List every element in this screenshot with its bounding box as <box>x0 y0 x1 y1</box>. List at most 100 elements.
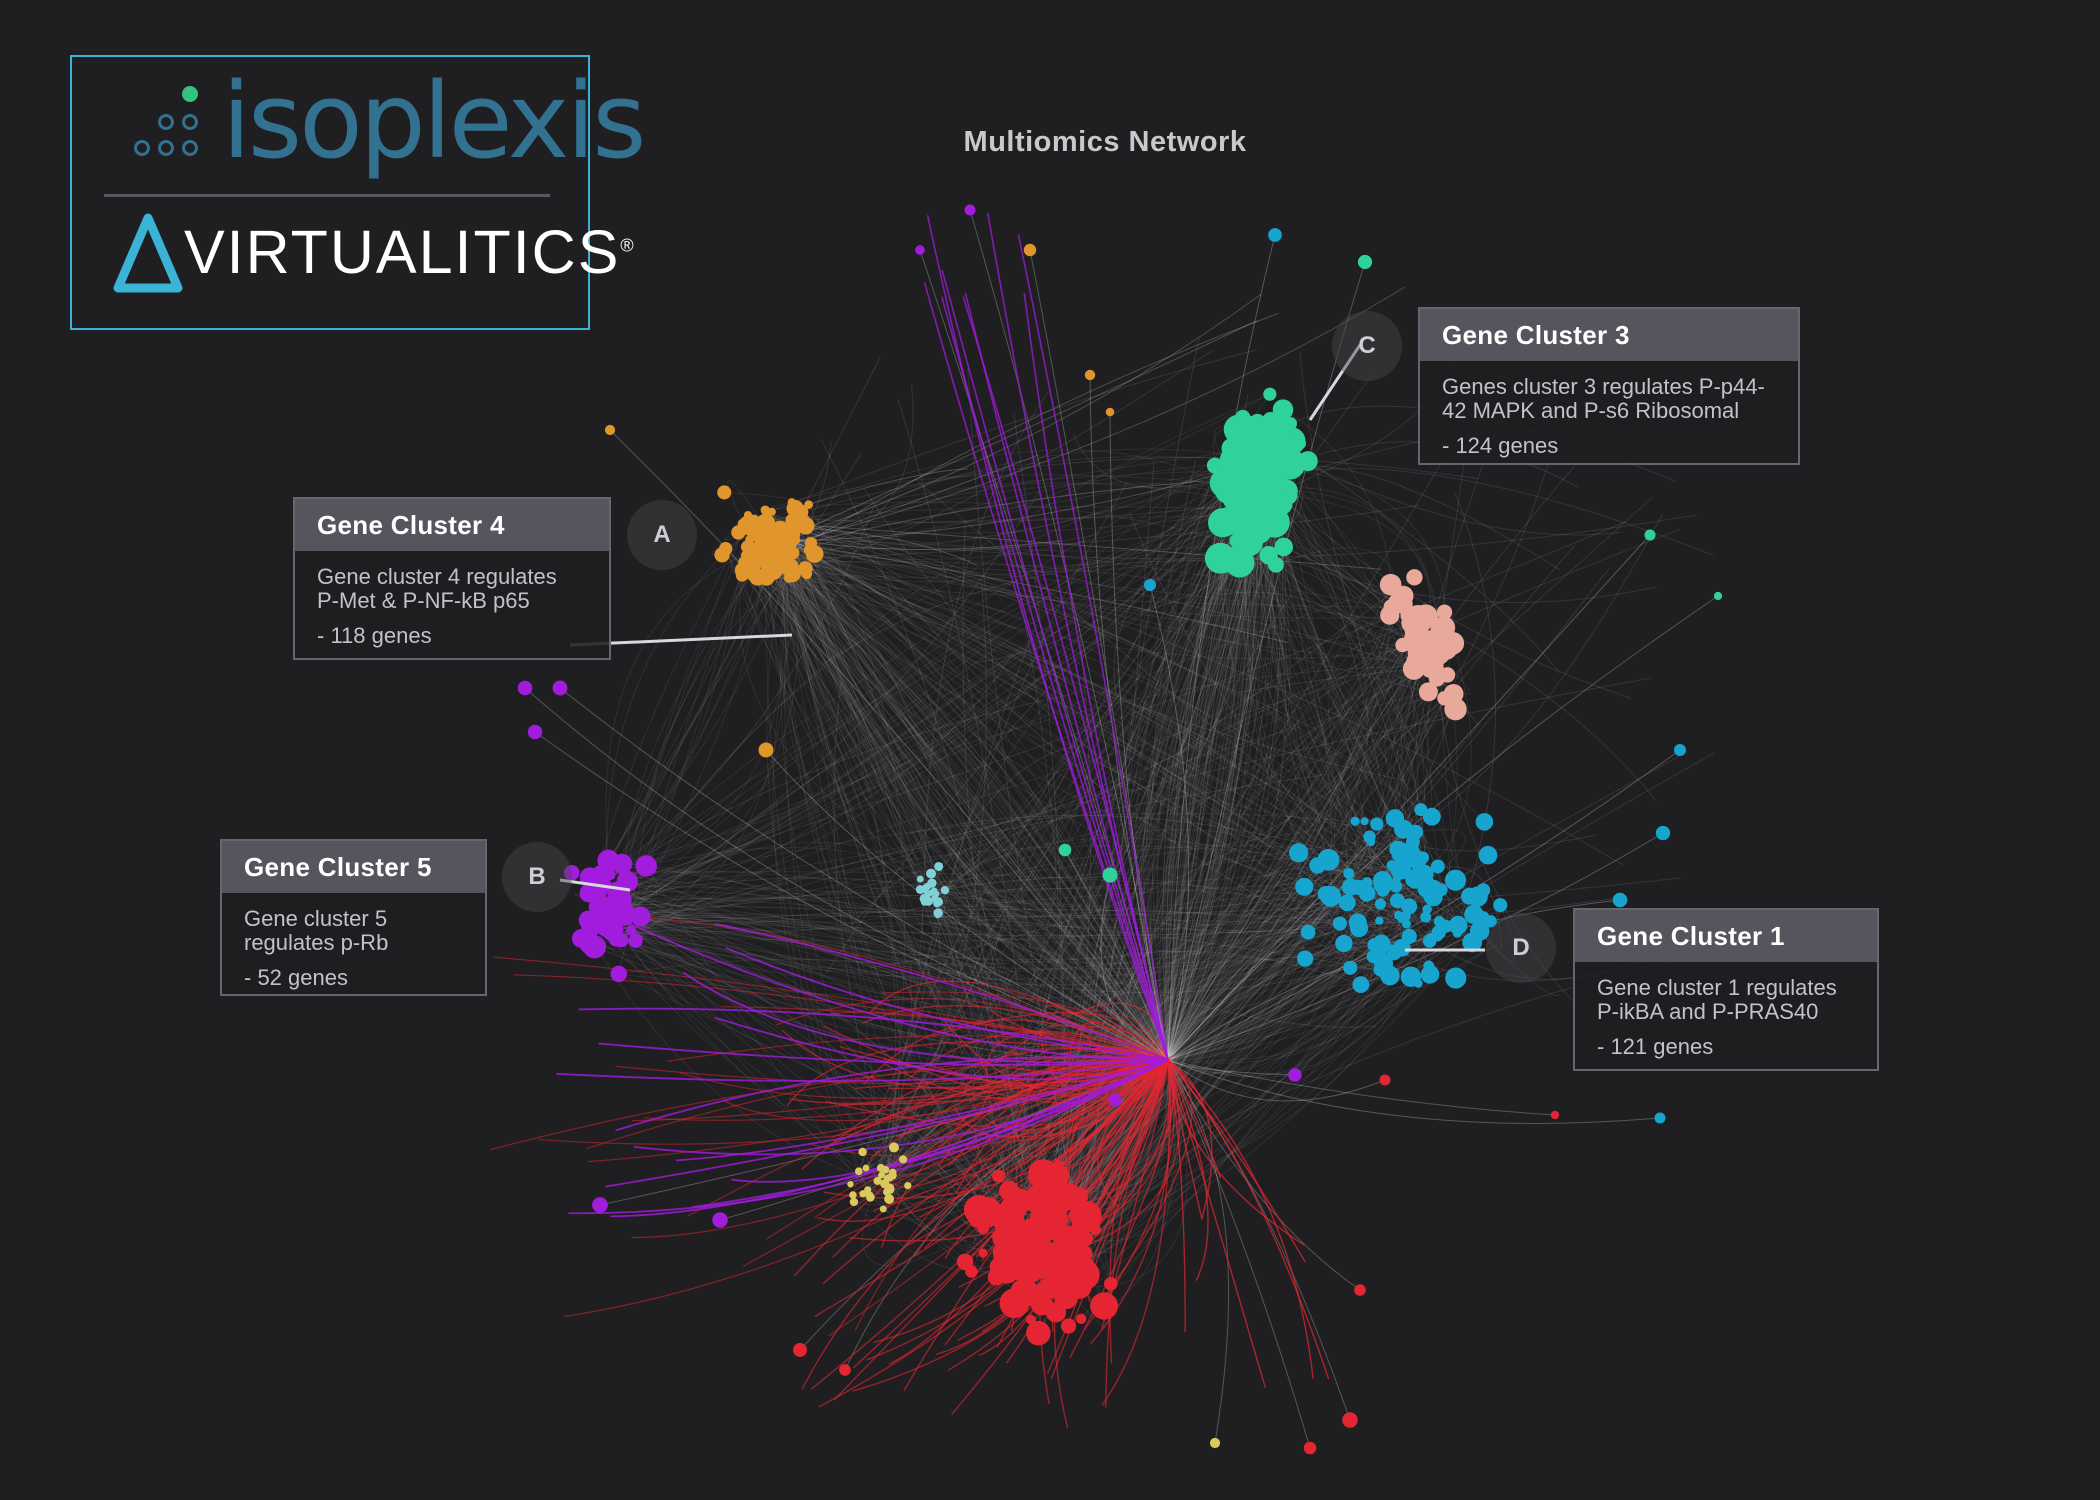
gene-node[interactable] <box>1034 1209 1064 1239</box>
gene-node[interactable] <box>885 1173 894 1182</box>
gene-node[interactable] <box>1424 887 1443 907</box>
gene-node[interactable] <box>1421 965 1440 984</box>
gene-node[interactable] <box>1320 886 1342 907</box>
gene-node[interactable] <box>798 561 813 576</box>
gene-node[interactable] <box>1375 916 1384 925</box>
gene-node[interactable] <box>879 1205 887 1213</box>
gene-node[interactable] <box>859 1190 867 1198</box>
gene-node[interactable] <box>964 204 976 216</box>
gene-node[interactable] <box>898 1155 908 1164</box>
gene-node[interactable] <box>1069 1259 1100 1290</box>
gene-node[interactable] <box>878 1171 886 1179</box>
gene-node[interactable] <box>1108 1093 1122 1107</box>
gene-node[interactable] <box>805 545 824 563</box>
gene-node[interactable] <box>1349 919 1369 938</box>
gene-node[interactable] <box>786 499 804 518</box>
gene-node[interactable] <box>1379 1074 1391 1086</box>
gene-node[interactable] <box>1011 1229 1041 1259</box>
gene-node[interactable] <box>880 1179 890 1189</box>
gene-node[interactable] <box>764 562 783 580</box>
gene-node[interactable] <box>1102 867 1118 883</box>
gene-node[interactable] <box>1303 1441 1317 1455</box>
gene-node[interactable] <box>1422 904 1432 914</box>
gene-node[interactable] <box>582 935 607 959</box>
gene-node[interactable] <box>999 1288 1030 1319</box>
gene-node[interactable] <box>784 565 801 583</box>
gene-node[interactable] <box>1550 1110 1560 1120</box>
gene-node[interactable] <box>1493 898 1508 913</box>
gene-node[interactable] <box>1037 1248 1069 1280</box>
gene-node[interactable] <box>884 1193 895 1204</box>
gene-node[interactable] <box>1445 967 1467 989</box>
gene-node[interactable] <box>1360 817 1369 826</box>
gene-node[interactable] <box>1436 604 1453 620</box>
gene-node[interactable] <box>592 1197 608 1213</box>
gene-node[interactable] <box>1391 842 1413 864</box>
gene-node[interactable] <box>583 878 608 903</box>
gene-node[interactable] <box>1379 573 1402 596</box>
gene-node[interactable] <box>1414 604 1438 628</box>
gene-node[interactable] <box>1295 877 1314 896</box>
gene-node[interactable] <box>796 516 815 535</box>
gene-node[interactable] <box>1444 697 1467 721</box>
gene-node[interactable] <box>604 424 616 436</box>
gene-node[interactable] <box>1422 807 1441 826</box>
gene-node[interactable] <box>1484 915 1497 928</box>
gene-node[interactable] <box>1009 1252 1040 1282</box>
gene-node[interactable] <box>1350 816 1360 826</box>
gene-node[interactable] <box>1422 934 1437 948</box>
gene-node[interactable] <box>1274 537 1293 557</box>
gene-node[interactable] <box>793 1343 807 1357</box>
marker-c[interactable]: C <box>1332 311 1402 381</box>
gene-node[interactable] <box>1300 924 1316 940</box>
gene-node[interactable] <box>1332 916 1347 931</box>
gene-node[interactable] <box>739 517 757 535</box>
gene-node[interactable] <box>992 1169 1005 1183</box>
gene-node[interactable] <box>876 1163 885 1172</box>
gene-node[interactable] <box>1372 934 1391 953</box>
gene-node[interactable] <box>1475 813 1494 831</box>
gene-node[interactable] <box>1358 884 1376 902</box>
gene-node[interactable] <box>1343 960 1358 975</box>
gene-node[interactable] <box>1380 965 1400 986</box>
gene-node[interactable] <box>858 1147 867 1157</box>
gene-node[interactable] <box>1023 243 1037 257</box>
gene-node[interactable] <box>930 887 938 895</box>
gene-node[interactable] <box>889 1142 899 1153</box>
marker-a[interactable]: A <box>627 500 697 570</box>
gene-node[interactable] <box>940 886 950 895</box>
gene-node[interactable] <box>862 1164 870 1172</box>
gene-node[interactable] <box>1058 843 1072 857</box>
gene-node[interactable] <box>758 514 776 532</box>
gene-node[interactable] <box>1288 1068 1302 1082</box>
gene-node[interactable] <box>1028 1159 1059 1190</box>
gene-node[interactable] <box>517 680 533 696</box>
gene-node[interactable] <box>1352 976 1370 994</box>
gene-node[interactable] <box>1317 848 1340 871</box>
gene-node[interactable] <box>854 1167 863 1176</box>
gene-node[interactable] <box>873 1176 882 1185</box>
gene-node[interactable] <box>717 485 732 500</box>
gene-node[interactable] <box>1464 904 1484 925</box>
gene-node[interactable] <box>563 864 580 881</box>
gene-node[interactable] <box>1289 843 1309 863</box>
gene-node[interactable] <box>1341 878 1360 896</box>
gene-node[interactable] <box>1256 472 1289 505</box>
gene-node[interactable] <box>847 1181 854 1188</box>
gene-node[interactable] <box>971 1196 1002 1228</box>
gene-node[interactable] <box>1420 911 1432 923</box>
gene-node[interactable] <box>734 561 753 580</box>
gene-node[interactable] <box>712 1212 728 1228</box>
gene-node[interactable] <box>760 530 779 549</box>
gene-node[interactable] <box>904 1181 912 1190</box>
gene-node[interactable] <box>916 875 924 883</box>
gene-node[interactable] <box>1420 654 1444 679</box>
gene-node[interactable] <box>1060 1318 1077 1334</box>
gene-node[interactable] <box>804 500 814 509</box>
gene-node[interactable] <box>628 933 643 948</box>
gene-node[interactable] <box>1208 508 1238 538</box>
gene-node[interactable] <box>1396 912 1407 923</box>
gene-node[interactable] <box>527 724 543 740</box>
gene-node[interactable] <box>771 520 789 538</box>
gene-node[interactable] <box>956 1253 974 1271</box>
